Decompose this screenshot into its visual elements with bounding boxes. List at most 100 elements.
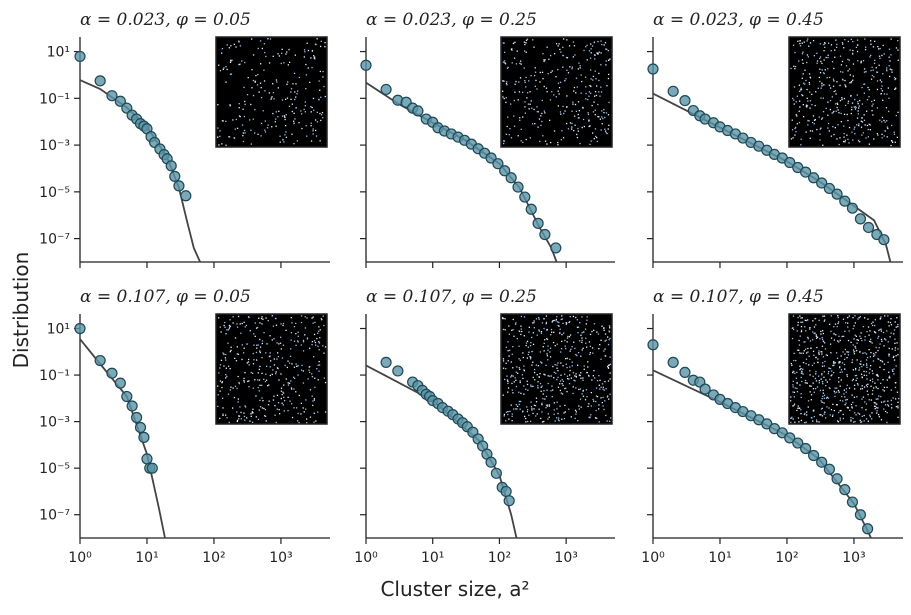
- fit-line: [365, 364, 518, 539]
- inset-speck: [807, 38, 809, 40]
- inset-speck: [583, 331, 585, 333]
- inset-speck: [862, 132, 864, 134]
- inset-speck: [891, 369, 893, 371]
- inset-speck: [864, 49, 867, 51]
- inset-speck: [316, 337, 318, 340]
- inset-speck: [814, 119, 816, 121]
- inset-speck: [897, 40, 899, 42]
- inset-speck: [860, 421, 863, 423]
- inset-speck: [571, 346, 573, 348]
- inset-speck: [507, 66, 509, 68]
- inset-speck: [268, 400, 270, 402]
- inset-speck: [581, 332, 583, 334]
- inset-speck: [237, 401, 239, 403]
- inset-speck: [236, 323, 238, 325]
- inset-speck: [861, 365, 863, 368]
- inset-speck: [799, 100, 801, 102]
- inset-speck: [586, 371, 588, 374]
- inset-speck: [794, 387, 796, 389]
- inset-speck: [275, 372, 277, 375]
- inset-speck: [303, 56, 305, 58]
- inset-speck: [878, 55, 881, 57]
- inset-speck: [572, 101, 574, 103]
- inset-speck: [852, 75, 854, 77]
- inset-speck: [518, 330, 520, 332]
- inset-speck: [872, 381, 874, 383]
- inset-speck: [821, 374, 823, 376]
- inset-speck: [578, 117, 580, 119]
- inset-speck: [816, 419, 818, 421]
- inset-speck: [574, 54, 576, 56]
- inset-speck: [818, 350, 820, 352]
- data-point: [823, 463, 835, 475]
- inset-speck: [574, 380, 576, 382]
- inset-speck: [525, 39, 528, 41]
- inset-speck: [526, 411, 528, 413]
- inset-speck: [502, 317, 504, 319]
- inset-speck: [888, 110, 890, 113]
- inset-speck: [554, 420, 556, 422]
- inset-speck: [519, 77, 522, 79]
- inset-speck: [293, 122, 295, 124]
- inset-speck: [515, 63, 518, 65]
- inset-speck: [313, 340, 316, 342]
- inset-speck: [580, 377, 582, 379]
- inset-speck: [879, 79, 881, 81]
- inset-speck: [893, 131, 895, 133]
- inset-speck: [833, 339, 835, 341]
- inset-speck: [878, 335, 880, 338]
- inset-speck: [884, 400, 886, 402]
- inset-speck: [265, 55, 267, 58]
- inset-speck: [889, 321, 892, 324]
- inset-speck: [884, 315, 886, 317]
- inset-speck: [588, 50, 591, 52]
- inset-speck: [887, 405, 890, 407]
- inset-speck: [895, 406, 897, 408]
- inset-speck: [850, 341, 852, 344]
- inset-speck: [545, 87, 548, 89]
- panel-title: α = 0.023, φ = 0.25: [366, 10, 537, 30]
- inset-speck: [798, 349, 800, 351]
- inset-speck: [819, 56, 822, 58]
- inset-speck: [598, 116, 600, 118]
- inset-speck: [569, 334, 572, 336]
- inset-speck: [835, 39, 837, 41]
- inset-speck: [281, 99, 284, 101]
- inset-speck: [315, 129, 317, 132]
- inset-speck: [802, 51, 804, 53]
- inset-speck: [811, 93, 813, 95]
- inset-speck: [539, 351, 541, 353]
- inset-speck: [228, 328, 230, 330]
- inset-speck: [809, 91, 811, 93]
- inset-speck: [821, 85, 823, 87]
- inset-speck: [560, 348, 563, 350]
- inset-speck: [542, 78, 544, 80]
- inset-speck: [874, 319, 876, 321]
- inset-speck: [280, 397, 282, 400]
- inset-speck: [557, 144, 559, 146]
- inset-speck: [811, 364, 814, 367]
- inset-speck: [820, 414, 822, 416]
- inset-speck: [565, 358, 567, 360]
- inset-speck: [322, 70, 324, 73]
- inset-speck: [241, 358, 243, 361]
- inset-speck: [859, 141, 861, 143]
- inset-speck: [872, 324, 874, 327]
- inset-speck: [236, 353, 238, 355]
- inset-speck: [823, 402, 825, 404]
- inset-speck: [806, 411, 808, 413]
- inset-speck: [897, 49, 899, 51]
- inset-speck: [538, 118, 541, 120]
- inset-speck: [877, 387, 879, 390]
- inset-speck: [569, 350, 571, 352]
- inset-speck: [297, 331, 299, 333]
- inset-speck: [833, 390, 835, 392]
- inset-speck: [572, 56, 574, 58]
- inset-speck: [243, 115, 246, 118]
- inset-speck: [553, 377, 555, 379]
- inset-speck: [248, 316, 250, 319]
- inset-speck: [564, 404, 566, 407]
- inset-speck: [523, 393, 525, 395]
- inset-speck: [881, 340, 883, 342]
- inset-speck: [250, 103, 252, 106]
